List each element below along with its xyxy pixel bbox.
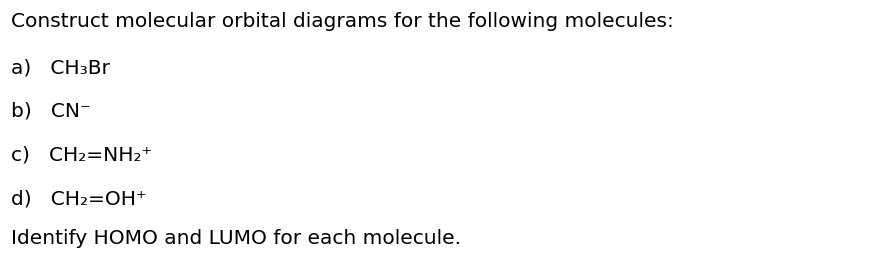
Text: Identify HOMO and LUMO for each molecule.: Identify HOMO and LUMO for each molecule… (11, 229, 462, 248)
Text: d)   CH₂=OH⁺: d) CH₂=OH⁺ (11, 189, 147, 208)
Text: b)   CN⁻: b) CN⁻ (11, 102, 91, 121)
Text: Construct molecular orbital diagrams for the following molecules:: Construct molecular orbital diagrams for… (11, 12, 674, 31)
Text: a)   CH₃Br: a) CH₃Br (11, 58, 111, 77)
Text: c)   CH₂=NH₂⁺: c) CH₂=NH₂⁺ (11, 146, 152, 165)
